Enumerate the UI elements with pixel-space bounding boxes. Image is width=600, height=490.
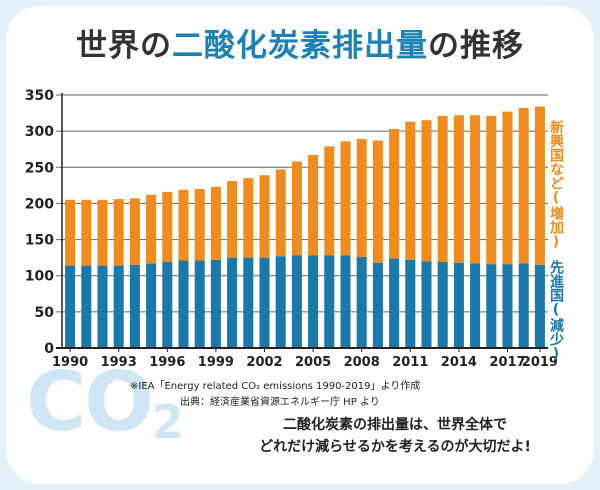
x-tick-label: 1999 (198, 355, 234, 370)
x-tick-label: 2008 (344, 355, 380, 370)
bar-segment-emerging (113, 199, 124, 266)
bar-segment-emerging (227, 181, 238, 258)
x-tick-label: 2005 (295, 355, 331, 370)
bar-segment-emerging (243, 178, 254, 258)
bar-segment-emerging (421, 120, 432, 262)
message-line-1: 二酸化炭素の排出量は、世界全体で (283, 417, 507, 433)
x-tick-label: 2002 (246, 355, 282, 370)
bar-segment-emerging (389, 128, 400, 259)
bar-segment-developed (534, 264, 545, 348)
bar-segment-emerging (146, 194, 157, 264)
bar-segment-emerging (502, 111, 513, 265)
bar-segment-developed (129, 264, 140, 348)
bar-segment-developed (146, 263, 157, 348)
bar-segment-emerging (470, 115, 481, 264)
developed-series-label: 先進国(減少) (548, 260, 564, 362)
bar-segment-emerging (372, 140, 383, 263)
bar-segment-developed (437, 261, 448, 348)
bar-segment-emerging (210, 186, 221, 260)
bar-segment-developed (259, 257, 270, 348)
bar-segment-developed (372, 262, 383, 348)
bar-segment-developed (518, 263, 529, 348)
bar-segment-emerging (453, 115, 464, 263)
bar-segment-developed (113, 265, 124, 348)
bar-segment-emerging (259, 175, 270, 258)
bar-segment-developed (340, 255, 351, 348)
bar-segment-developed (243, 257, 254, 348)
bar-segment-developed (356, 256, 367, 348)
bar-segment-emerging (486, 115, 497, 265)
y-tick-label: 300 (25, 124, 54, 140)
co2-watermark-text: CO (26, 355, 154, 450)
chart-title: 世界の二酸化炭素排出量の推移 (0, 20, 600, 65)
bar-segment-emerging (178, 189, 189, 261)
message: 二酸化炭素の排出量は、世界全体で どれだけ減らせるかを考えるのが大切だよ! (210, 414, 580, 458)
bar-segment-emerging (65, 199, 76, 266)
bar-segment-emerging (437, 115, 448, 262)
bar-segment-emerging (356, 139, 367, 257)
bar-segment-developed (453, 262, 464, 348)
bar-segment-developed (227, 257, 238, 348)
y-tick-label: 350 (25, 88, 54, 104)
bar-segment-developed (389, 258, 400, 348)
bar-segment-developed (178, 260, 189, 348)
bar-segment-emerging (162, 191, 173, 262)
bar-segment-developed (502, 264, 513, 348)
title-part-3: の推移 (428, 28, 524, 64)
y-tick-label: 250 (25, 160, 54, 176)
x-tick-label: 1990 (52, 355, 88, 370)
x-tick-label: 2014 (441, 355, 477, 370)
y-tick-label: 100 (25, 269, 54, 285)
bar-segment-emerging (81, 199, 92, 266)
bar-segment-emerging (340, 141, 351, 256)
title-highlight: 二酸化炭素排出量 (172, 28, 428, 64)
bar-segment-emerging (324, 146, 335, 256)
bar-segment-developed (308, 255, 319, 348)
bar-segment-emerging (275, 169, 286, 257)
title-part-1: 世界の (76, 28, 172, 64)
x-tick-label: 2011 (392, 355, 428, 370)
bar-segment-developed (162, 261, 173, 348)
bar-segment-emerging (518, 108, 529, 264)
bar-segment-emerging (534, 106, 545, 265)
bar-segment-emerging (129, 198, 140, 265)
bar-segment-developed (97, 265, 108, 348)
bar-segment-developed (470, 263, 481, 348)
bar-segment-emerging (308, 154, 319, 256)
bar-segment-developed (210, 259, 221, 348)
bar-segment-developed (324, 255, 335, 348)
bar-segment-developed (421, 261, 432, 348)
bar-segment-developed (405, 259, 416, 348)
bar-segment-developed (486, 264, 497, 348)
bar-segment-developed (291, 255, 302, 348)
bar-segment-developed (275, 256, 286, 348)
y-tick-label: 200 (25, 196, 54, 212)
y-tick-label: 50 (35, 305, 55, 321)
x-tick-label: 1996 (149, 355, 185, 370)
bar-segment-emerging (194, 188, 205, 261)
bar-segment-emerging (97, 199, 108, 266)
x-tick-label: 2017 (489, 355, 525, 370)
y-tick-label: 150 (25, 233, 54, 249)
bar-segment-developed (65, 265, 76, 348)
message-line-2: どれだけ減らせるかを考えるのが大切だよ! (259, 439, 531, 455)
bar-segment-emerging (291, 161, 302, 256)
co2-watermark-subscript: 2 (151, 395, 184, 449)
emerging-series-label: 新興国など(増加) (548, 120, 564, 250)
source-citation: 出典：経済産業省資源エネルギー庁 HP より (180, 397, 380, 408)
bar-segment-developed (194, 260, 205, 348)
y-tick-label: 0 (44, 341, 54, 357)
source-note: ※IEA「Energy related CO₂ emissions 1990-2… (130, 381, 421, 392)
bar-segment-developed (81, 265, 92, 348)
co2-watermark: CO2 (26, 362, 184, 446)
bar-segment-emerging (405, 121, 416, 260)
x-tick-label: 1993 (101, 355, 137, 370)
x-tick-label: 2019 (522, 355, 558, 370)
